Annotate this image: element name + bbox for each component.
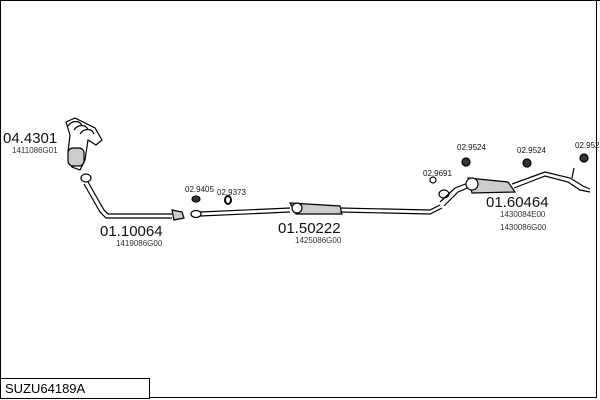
rubber-mount-icon[interactable] (461, 157, 471, 167)
gasket-icon[interactable] (438, 189, 450, 199)
gasket-icon[interactable] (191, 195, 201, 203)
fitting-number: 02.9373 (217, 188, 246, 197)
rear-silencer-part[interactable] (439, 167, 591, 207)
oe-number: 1425086G00 (295, 236, 342, 245)
part-number: 04.4301 (3, 130, 57, 147)
oe-number: 1419086G00 (116, 239, 163, 248)
oe-number: 1430086G00 (500, 223, 547, 232)
part-number: 01.50222 (278, 220, 341, 237)
rubber-mount-icon[interactable] (522, 158, 532, 168)
centre-silencer-part[interactable] (199, 202, 443, 217)
oe-number: 1430084E00 (500, 210, 546, 219)
rubber-mount-icon[interactable] (579, 153, 589, 163)
oe-number: 1411086G01 (12, 146, 58, 155)
fitting-number: 02.9405 (185, 185, 214, 194)
fitting-number: 02.9524 (517, 146, 546, 155)
diagram-reference: SUZU64189A (0, 378, 150, 399)
catalytic-converter-part[interactable] (65, 117, 103, 171)
gasket-icon[interactable] (224, 195, 232, 205)
hanger-icon[interactable] (429, 176, 437, 184)
fitting-number: 02.9524 (457, 143, 486, 152)
fitting-number: 02.9691 (423, 169, 452, 178)
part-number: 01.60464 (486, 194, 549, 211)
gasket-icon[interactable] (190, 209, 202, 219)
front-pipe-part[interactable] (80, 173, 185, 221)
part-number: 01.10064 (100, 223, 163, 240)
top-border (0, 0, 600, 1)
fitting-number: 02.9524 (575, 141, 600, 150)
